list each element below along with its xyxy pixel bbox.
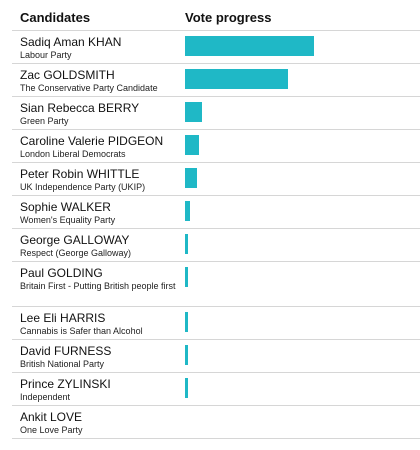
- candidate-party: Green Party: [20, 116, 69, 126]
- candidate-info: Sian Rebecca BERRY Green Party: [20, 101, 180, 127]
- candidate-info: David FURNESS British National Party: [20, 344, 180, 370]
- candidate-row: Sophie WALKER Women's Equality Party: [12, 196, 420, 229]
- vote-progress-bar: [185, 234, 188, 254]
- candidate-party: One Love Party: [20, 425, 83, 435]
- vote-progress-track: [185, 411, 385, 431]
- vote-progress-bar: [185, 201, 190, 221]
- candidate-name: Caroline Valerie PIDGEON: [20, 134, 164, 148]
- candidate-rows: Sadiq Aman KHAN Labour Party Zac GOLDSMITH…: [12, 31, 420, 439]
- vote-progress-track: [185, 69, 385, 89]
- candidate-row: Sian Rebecca BERRY Green Party: [12, 97, 420, 130]
- candidate-info: Peter Robin WHITTLE UK Independence Party…: [20, 167, 180, 193]
- vote-progress-bar: [185, 102, 202, 122]
- candidate-name: Sophie WALKER: [20, 200, 111, 214]
- candidate-info: Zac GOLDSMITH The Conservative Party Cand…: [20, 68, 180, 94]
- candidate-row: David FURNESS British National Party: [12, 340, 420, 373]
- candidate-party: Cannabis is Safer than Alcohol: [20, 326, 143, 336]
- candidate-name: Prince ZYLINSKI: [20, 377, 111, 391]
- candidate-row: Caroline Valerie PIDGEON London Liberal D…: [12, 130, 420, 163]
- vote-progress-track: [185, 36, 385, 56]
- candidate-party: British National Party: [20, 359, 105, 369]
- vote-progress-bar: [185, 312, 188, 332]
- candidate-party: The Conservative Party Candidate: [20, 83, 158, 93]
- candidates-column-header: Candidates: [20, 10, 91, 25]
- candidate-party: Independent: [20, 392, 71, 402]
- candidates-results-table: Candidates Vote progress Sadiq Aman KHAN…: [12, 0, 420, 439]
- vote-progress-track: [185, 345, 385, 365]
- candidate-row: Sadiq Aman KHAN Labour Party: [12, 31, 420, 64]
- vote-progress-track: [185, 378, 385, 398]
- vote-progress-bar: [185, 267, 188, 287]
- candidate-row: George GALLOWAY Respect (George Galloway): [12, 229, 420, 262]
- candidate-name: Peter Robin WHITTLE: [20, 167, 140, 181]
- candidate-party: UK Independence Party (UKIP): [20, 182, 146, 192]
- candidate-party: London Liberal Democrats: [20, 149, 126, 159]
- vote-progress-bar: [185, 135, 199, 155]
- vote-progress-bar: [185, 69, 288, 89]
- candidate-name: Zac GOLDSMITH: [20, 68, 115, 82]
- candidate-name: Sadiq Aman KHAN: [20, 35, 122, 49]
- candidate-row: Peter Robin WHITTLE UK Independence Party…: [12, 163, 420, 196]
- vote-progress-track: [185, 312, 385, 332]
- candidate-info: Caroline Valerie PIDGEON London Liberal D…: [20, 134, 180, 160]
- candidate-info: Sophie WALKER Women's Equality Party: [20, 200, 180, 226]
- vote-progress-bar: [185, 345, 188, 365]
- candidate-info: Paul GOLDING Britain First - Putting Brit…: [20, 266, 180, 292]
- candidate-row: Prince ZYLINSKI Independent: [12, 373, 420, 406]
- table-header: Candidates Vote progress: [12, 0, 420, 31]
- candidate-row: Lee Eli HARRIS Cannabis is Safer than Alc…: [12, 307, 420, 340]
- candidate-info: Lee Eli HARRIS Cannabis is Safer than Alc…: [20, 311, 180, 337]
- candidate-party: Britain First - Putting British people f…: [20, 281, 176, 291]
- vote-progress-column-header: Vote progress: [185, 10, 272, 25]
- vote-progress-track: [185, 234, 385, 254]
- candidate-row: Zac GOLDSMITH The Conservative Party Cand…: [12, 64, 420, 97]
- candidate-name: Sian Rebecca BERRY: [20, 101, 140, 115]
- vote-progress-track: [185, 168, 385, 188]
- candidate-party: Respect (George Galloway): [20, 248, 132, 258]
- candidate-name: Lee Eli HARRIS: [20, 311, 106, 325]
- candidate-row: Ankit LOVE One Love Party: [12, 406, 420, 439]
- candidate-party: Women's Equality Party: [20, 215, 116, 225]
- vote-progress-track: [185, 267, 385, 287]
- vote-progress-bar: [185, 378, 188, 398]
- candidate-party: Labour Party: [20, 50, 72, 60]
- vote-progress-bar: [185, 36, 314, 56]
- vote-progress-track: [185, 135, 385, 155]
- candidate-name: Ankit LOVE: [20, 410, 83, 424]
- candidate-info: Prince ZYLINSKI Independent: [20, 377, 180, 403]
- vote-progress-track: [185, 201, 385, 221]
- candidate-name: Paul GOLDING: [20, 266, 103, 280]
- candidate-name: David FURNESS: [20, 344, 112, 358]
- vote-progress-track: [185, 102, 385, 122]
- candidate-info: George GALLOWAY Respect (George Galloway): [20, 233, 180, 259]
- candidate-info: Sadiq Aman KHAN Labour Party: [20, 35, 180, 61]
- candidate-row: Paul GOLDING Britain First - Putting Brit…: [12, 262, 420, 307]
- candidate-info: Ankit LOVE One Love Party: [20, 410, 180, 436]
- candidate-name: George GALLOWAY: [20, 233, 130, 247]
- vote-progress-bar: [185, 168, 197, 188]
